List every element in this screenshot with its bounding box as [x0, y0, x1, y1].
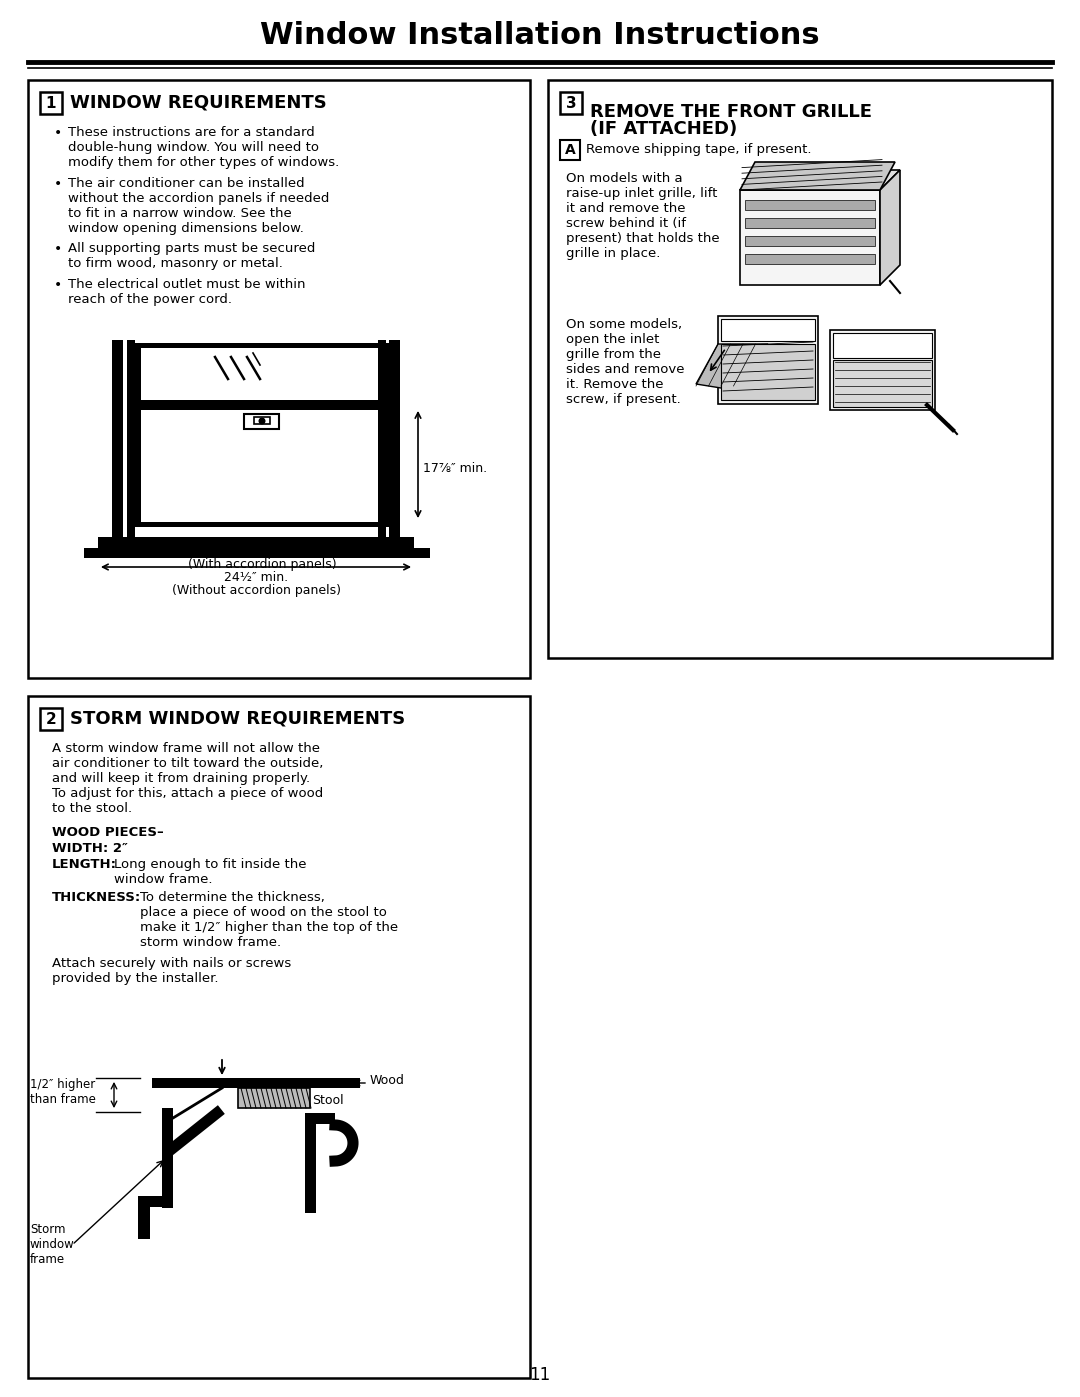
Text: Wood: Wood	[370, 1074, 405, 1087]
Text: Stool: Stool	[312, 1094, 343, 1106]
Bar	[740, 190, 880, 285]
Bar	[831, 330, 935, 409]
Text: The electrical outlet must be within
reach of the power cord.: The electrical outlet must be within rea…	[68, 278, 306, 306]
Bar	[28, 696, 530, 1377]
Text: •: •	[54, 278, 63, 292]
Bar	[305, 1113, 316, 1213]
Bar	[745, 254, 875, 264]
Text: LENGTH:: LENGTH:	[52, 858, 117, 870]
Bar	[244, 414, 279, 429]
Text: Window Installation Instructions: Window Installation Instructions	[260, 21, 820, 50]
Bar	[135, 344, 389, 348]
Text: •: •	[54, 126, 63, 140]
Text: Storm
window
frame: Storm window frame	[30, 1222, 75, 1266]
Bar	[833, 332, 932, 358]
Bar	[112, 339, 123, 555]
Text: 28½″ to 39″: 28½″ to 39″	[226, 545, 299, 557]
Text: Attach securely with nails or screws
provided by the installer.: Attach securely with nails or screws pro…	[52, 957, 292, 985]
Bar	[127, 339, 135, 555]
Text: A storm window frame will not allow the
air conditioner to tilt toward the outsi: A storm window frame will not allow the …	[52, 742, 323, 814]
Polygon shape	[740, 162, 895, 190]
Text: 24½″ min.: 24½″ min.	[224, 571, 288, 584]
Bar	[238, 1088, 310, 1108]
Polygon shape	[880, 170, 900, 285]
Bar	[378, 339, 386, 555]
Bar	[548, 80, 1052, 658]
Text: (With accordion panels): (With accordion panels)	[188, 557, 336, 571]
Text: 11: 11	[529, 1366, 551, 1384]
Text: The air conditioner can be installed
without the accordion panels if needed
to f: The air conditioner can be installed wit…	[68, 176, 329, 235]
Polygon shape	[696, 344, 768, 393]
Bar	[98, 536, 414, 550]
Bar	[561, 92, 582, 115]
Bar	[383, 405, 389, 527]
Bar	[135, 344, 141, 405]
Bar	[561, 140, 580, 161]
Bar	[718, 316, 818, 404]
Bar	[40, 708, 62, 731]
Text: THICKNESS:: THICKNESS:	[52, 891, 141, 904]
Bar	[138, 1196, 162, 1207]
Text: WIDTH: 2″: WIDTH: 2″	[52, 842, 127, 855]
Text: On some models,
open the inlet
grille from the
sides and remove
it. Remove the
s: On some models, open the inlet grille fr…	[566, 319, 685, 407]
Bar	[745, 236, 875, 246]
Bar	[745, 218, 875, 228]
Bar	[833, 360, 932, 407]
Text: All supporting parts must be secured
to firm wood, masonry or metal.: All supporting parts must be secured to …	[68, 243, 315, 271]
Text: STORM WINDOW REQUIREMENTS: STORM WINDOW REQUIREMENTS	[70, 710, 405, 728]
Text: These instructions are for a standard
double-hung window. You will need to
modif: These instructions are for a standard do…	[68, 126, 339, 169]
Text: 1: 1	[45, 95, 56, 110]
Bar	[84, 548, 430, 557]
Text: Long enough to fit inside the
window frame.: Long enough to fit inside the window fra…	[114, 858, 307, 886]
Polygon shape	[740, 170, 900, 190]
Bar	[721, 319, 815, 341]
Text: A: A	[565, 142, 576, 156]
Bar	[152, 1078, 360, 1088]
Text: On models with a
raise-up inlet grille, lift
it and remove the
screw behind it (: On models with a raise-up inlet grille, …	[566, 172, 719, 260]
Text: •: •	[54, 243, 63, 257]
Text: 3: 3	[566, 95, 577, 110]
Bar	[305, 1113, 335, 1125]
Text: (Without accordion panels): (Without accordion panels)	[172, 584, 340, 597]
Text: 2: 2	[45, 711, 56, 726]
Text: WINDOW REQUIREMENTS: WINDOW REQUIREMENTS	[70, 94, 327, 112]
Bar	[162, 1108, 173, 1208]
Circle shape	[258, 418, 266, 425]
Text: Remove shipping tape, if present.: Remove shipping tape, if present.	[586, 144, 811, 156]
Bar	[135, 400, 389, 405]
Bar	[135, 405, 141, 527]
Bar	[135, 405, 389, 409]
Bar	[138, 1207, 150, 1239]
Text: •: •	[54, 176, 63, 190]
Bar	[389, 339, 400, 555]
Text: (IF ATTACHED): (IF ATTACHED)	[590, 120, 738, 138]
Bar	[745, 200, 875, 210]
Text: To determine the thickness,
place a piece of wood on the stool to
make it 1/2″ h: To determine the thickness, place a piec…	[140, 891, 399, 949]
Bar	[40, 92, 62, 115]
Bar	[721, 344, 815, 400]
Bar	[383, 344, 389, 405]
Text: WOOD PIECES–: WOOD PIECES–	[52, 826, 164, 840]
Bar	[135, 522, 389, 527]
Bar	[254, 416, 270, 425]
Bar	[28, 80, 530, 678]
Text: 17⅞″ min.: 17⅞″ min.	[423, 461, 487, 475]
Text: 1/2″ higher
than frame: 1/2″ higher than frame	[30, 1078, 96, 1106]
Text: REMOVE THE FRONT GRILLE: REMOVE THE FRONT GRILLE	[590, 103, 872, 122]
